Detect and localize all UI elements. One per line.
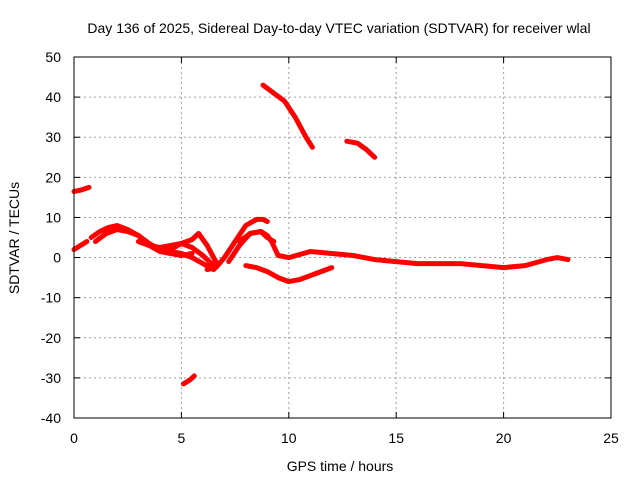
x-tick-label: 5: [178, 430, 186, 446]
y-tick-label: 50: [45, 49, 61, 65]
series-arc2: [71, 239, 90, 252]
y-tick-label: 10: [45, 209, 61, 225]
x-axis-label: GPS time / hours: [287, 458, 394, 474]
x-tick-label: 15: [388, 430, 404, 446]
grid-layer: [74, 57, 611, 418]
series-arc7: [204, 216, 270, 273]
series-arc9: [236, 229, 277, 244]
y-tick-label: 20: [45, 169, 61, 185]
y-tick-label: -40: [41, 410, 61, 426]
y-tick-label: 30: [45, 129, 61, 145]
y-tick-label: -30: [41, 370, 61, 386]
y-tick-label: 0: [53, 250, 61, 266]
series-arc11: [260, 82, 315, 150]
series-arc10: [243, 263, 335, 285]
series-arc8: [226, 229, 571, 271]
series-arc12: [344, 138, 378, 160]
x-tick-label: 20: [496, 430, 512, 446]
x-tick-label: 25: [603, 430, 619, 446]
series-arc1: [71, 184, 92, 194]
y-tick-label: -20: [41, 330, 61, 346]
y-tick-label: 40: [45, 89, 61, 105]
series-arc13: [181, 373, 197, 387]
y-tick-label: -10: [41, 290, 61, 306]
series-arc4: [93, 227, 195, 258]
tick-layer: 0 5 10 15 20 25 -40 -30 -20 -10 0 10 20 30 40 50: [41, 49, 619, 446]
x-tick-label: 0: [70, 430, 78, 446]
series-arc6: [168, 231, 219, 265]
plot-frame: [73, 56, 612, 419]
x-tick-label: 10: [281, 430, 297, 446]
chart-title: Day 136 of 2025, Sidereal Day-to-day VTE…: [87, 20, 590, 36]
series-layer: [71, 82, 571, 387]
y-axis-label: SDTVAR / TECUs: [6, 182, 22, 294]
